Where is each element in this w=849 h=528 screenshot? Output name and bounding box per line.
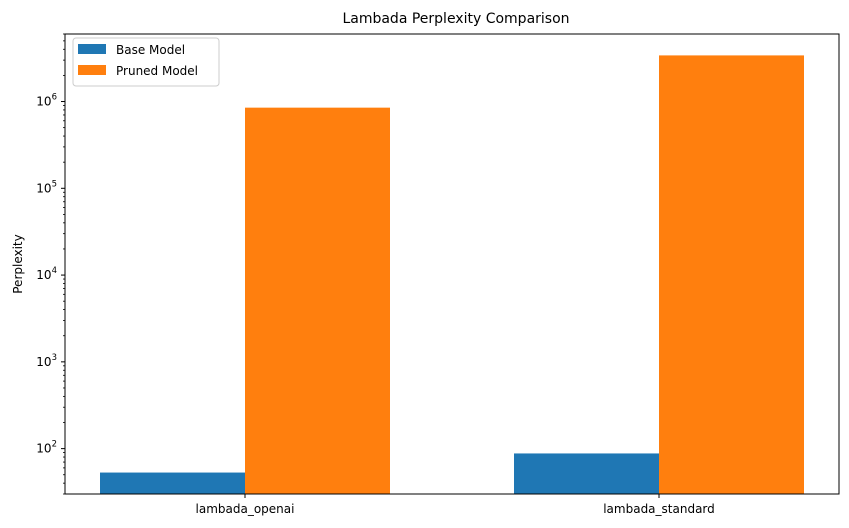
bar-base-lambada-openai bbox=[100, 472, 245, 494]
bar-pruned-lambada-standard bbox=[659, 55, 804, 494]
legend: Base Model Pruned Model bbox=[72, 37, 220, 87]
legend-swatch bbox=[78, 44, 106, 54]
x-ticks: lambada_openai lambada_standard bbox=[196, 494, 715, 516]
y-axis-label: Perplexity bbox=[11, 234, 25, 294]
y-ticks: 102 103 104 105 106 bbox=[36, 33, 65, 495]
legend-box bbox=[72, 37, 220, 87]
plot-frame bbox=[64, 33, 840, 495]
y-tick-label: 106 bbox=[36, 93, 57, 109]
chart-title: Lambada Perplexity Comparison bbox=[342, 11, 569, 27]
y-tick-label: 102 bbox=[36, 440, 57, 456]
x-tick-label: lambada_openai bbox=[196, 502, 295, 516]
x-tick-label: lambada_standard bbox=[603, 502, 715, 516]
legend-entry: Base Model bbox=[116, 43, 185, 57]
bars bbox=[100, 55, 804, 495]
y-tick-label: 105 bbox=[36, 179, 57, 195]
legend-entry: Pruned Model bbox=[116, 64, 198, 78]
bar-base-lambada-standard bbox=[514, 453, 659, 494]
bar-pruned-lambada-openai bbox=[245, 107, 390, 495]
y-tick-label: 104 bbox=[36, 266, 57, 282]
y-tick-label: 103 bbox=[36, 353, 57, 369]
legend-swatch bbox=[78, 65, 106, 75]
